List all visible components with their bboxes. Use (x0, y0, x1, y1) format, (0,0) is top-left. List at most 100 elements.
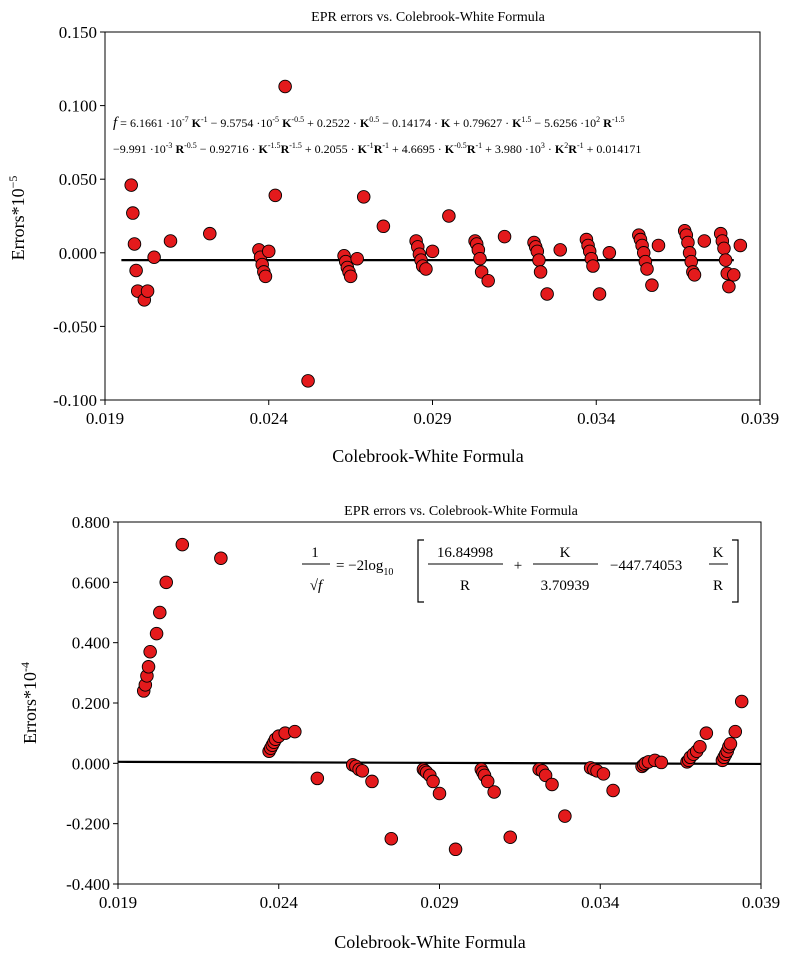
chart-2-data-point (606, 783, 620, 798)
chart-1-data-point (356, 190, 371, 204)
chart-2-data-point (723, 736, 738, 751)
chart-1-data-point (278, 79, 292, 94)
chart-1-data-point (592, 287, 607, 301)
chart-2-data-point (596, 767, 611, 781)
chart-2-data-point (214, 551, 228, 565)
chart-1-data-point (376, 219, 391, 234)
chart-1-data-point (163, 234, 178, 248)
chart-2-data-point (538, 768, 553, 783)
chart-1-data-point (419, 262, 433, 276)
chart-1-data-point (268, 188, 283, 203)
chart-1-data-point (640, 262, 654, 276)
chart-2-plot-frame (117, 521, 762, 885)
chart-1-x-tick-label: 0.024 (250, 409, 289, 428)
chart-1-x-ticks: 0.019 0.024 0.029 0.034 0.039 (86, 400, 779, 428)
chart-2-x-tick-label: 0.024 (260, 893, 299, 912)
chart-1-data-point (532, 253, 546, 267)
chart-2-data-point (141, 660, 156, 674)
chart-1-data-point (343, 269, 358, 284)
chart-1-y-tick-label: -0.050 (53, 317, 97, 336)
eq-lhs-denominator: √f (310, 578, 324, 594)
chart-2-data-point (693, 739, 707, 754)
chart-1-data-point (258, 269, 273, 284)
chart-2-data-point (480, 774, 495, 789)
chart-1-x-tick-label: 0.019 (86, 409, 124, 428)
chart-1-x-tick-label: 0.039 (741, 409, 779, 428)
chart-2-equation: 1 √f = −2log10 16.84998 R + K 3.70939 −4… (302, 539, 739, 603)
chart-1-data-point (497, 229, 512, 244)
chart-1-data-point (473, 251, 487, 266)
chart-1-y-tick-label: -0.100 (53, 391, 97, 410)
chart-1-data-point (586, 259, 600, 273)
chart-2-x-tick-label: 0.039 (742, 893, 780, 912)
chart-1-y-ticks: -0.100 -0.050 0.000 0.050 0.100 0.150 (53, 23, 105, 410)
chart-1-data-point (350, 251, 364, 266)
chart-1-y-tick-label: 0.100 (59, 97, 97, 116)
chart-1-data-point (651, 238, 666, 253)
chart-1-data-point (129, 263, 143, 278)
chart-2-data-point (384, 832, 399, 846)
chart-1-y-tick-label: 0.000 (59, 244, 97, 263)
chart-1-data-point (442, 209, 456, 223)
chart-2-x-tick-label: 0.029 (420, 893, 458, 912)
chart-2-y-ticks: -0.400 -0.200 0.000 0.200 0.400 0.600 0.800 (66, 513, 118, 894)
chart-2-data-point (159, 575, 173, 590)
chart-2: EPR errors vs. Colebrook-White Formula -… (18, 504, 780, 952)
chart-1-points (124, 79, 748, 388)
chart-2-y-label-exp: -4 (18, 662, 32, 672)
chart-2-y-tick-label: 0.800 (72, 513, 110, 532)
chart-2-data-point (355, 764, 370, 778)
chart-2-y-tick-label: -0.200 (66, 815, 110, 834)
eq-minus-coef: −447.74053 (610, 558, 682, 574)
chart-1-data-point (718, 253, 733, 267)
chart-1-data-point (481, 274, 495, 288)
chart-2-x-ticks: 0.019 0.024 0.029 0.034 0.039 (99, 884, 780, 912)
chart-1-data-point (645, 278, 659, 292)
chart-1-y-label-exp: −5 (6, 176, 20, 189)
eq-right-bracket (732, 539, 739, 603)
chart-1-y-label-base: Errors*10 (8, 188, 28, 260)
chart-1-data-point (124, 178, 138, 192)
chart-1-data-point (602, 246, 617, 260)
chart-2-y-tick-label: -0.400 (66, 875, 110, 894)
chart-1-data-point (733, 238, 748, 253)
chart-2-data-point (149, 626, 164, 641)
chart-2-data-point (545, 777, 559, 792)
chart-1-x-tick-label: 0.029 (413, 409, 451, 428)
chart-2-data-point (288, 724, 302, 739)
chart-2-x-tick-label: 0.034 (581, 893, 620, 912)
chart-1-data-point (540, 287, 554, 301)
eq-left-bracket (417, 539, 424, 603)
chart-2-data-point (728, 724, 743, 739)
chart-2-y-label-base: Errors*10 (20, 672, 40, 744)
chart-1-data-point (140, 284, 155, 298)
chart-2-data-point (503, 830, 517, 844)
chart-1-data-point (717, 241, 731, 256)
chart-2-data-point (175, 537, 190, 552)
chart-1-data-point (553, 243, 567, 257)
chart-1-data-point (533, 265, 548, 279)
chart-2-y-tick-label: 0.000 (72, 754, 110, 773)
chart-2-data-point (558, 809, 572, 823)
chart-2-y-tick-label: 0.400 (72, 634, 110, 653)
chart-1-y-tick-label: 0.150 (59, 23, 97, 42)
chart-1-data-point (203, 226, 217, 241)
chart-2-y-tick-label: 0.600 (72, 573, 110, 592)
chart-2-x-tick-label: 0.019 (99, 893, 137, 912)
chart-1-y-tick-label: 0.050 (59, 170, 97, 189)
eq-term1-numerator: 16.84998 (437, 545, 493, 561)
eq-term2-numerator: K (560, 545, 571, 561)
chart-1-data-point (126, 206, 140, 220)
chart-1-data-point (425, 244, 440, 259)
chart-1: EPR errors vs. Colebrook-White Formula -… (6, 10, 779, 466)
chart-1-equation-line-2: −9.991 ·10-3 R-0.5 − 0.92716 · K-1.5R-1.… (113, 141, 641, 156)
chart-2-data-point (734, 694, 749, 709)
chart-1-data-point (722, 279, 736, 294)
chart-1-data-point (147, 250, 161, 264)
chart-2-data-point (426, 774, 440, 789)
chart-1-data-point (697, 234, 712, 248)
chart-2-data-point (432, 786, 447, 801)
chart-1-data-point (727, 268, 741, 282)
eq-term2-denominator: 3.70939 (541, 578, 590, 594)
